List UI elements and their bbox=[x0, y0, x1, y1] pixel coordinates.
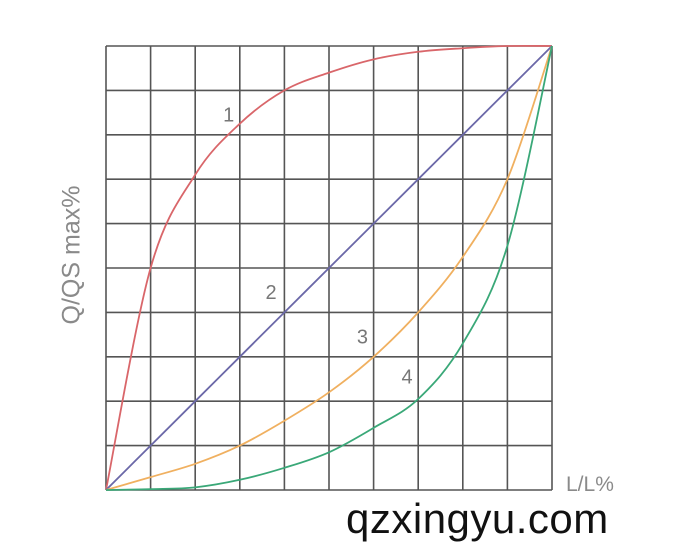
series-label-2: 2 bbox=[265, 282, 276, 304]
series-label-4: 4 bbox=[401, 366, 412, 388]
watermark: qzxingyu.com bbox=[346, 495, 609, 542]
series-line-2 bbox=[105, 45, 553, 491]
series-line-3 bbox=[105, 45, 553, 491]
x-axis-label: L/L% bbox=[566, 473, 614, 496]
series-label-1: 1 bbox=[223, 104, 234, 126]
series-line-1 bbox=[105, 44, 553, 491]
series-label-3: 3 bbox=[357, 326, 368, 348]
y-axis-label: Q/QS max% bbox=[57, 185, 86, 325]
series-line-4 bbox=[105, 45, 553, 491]
